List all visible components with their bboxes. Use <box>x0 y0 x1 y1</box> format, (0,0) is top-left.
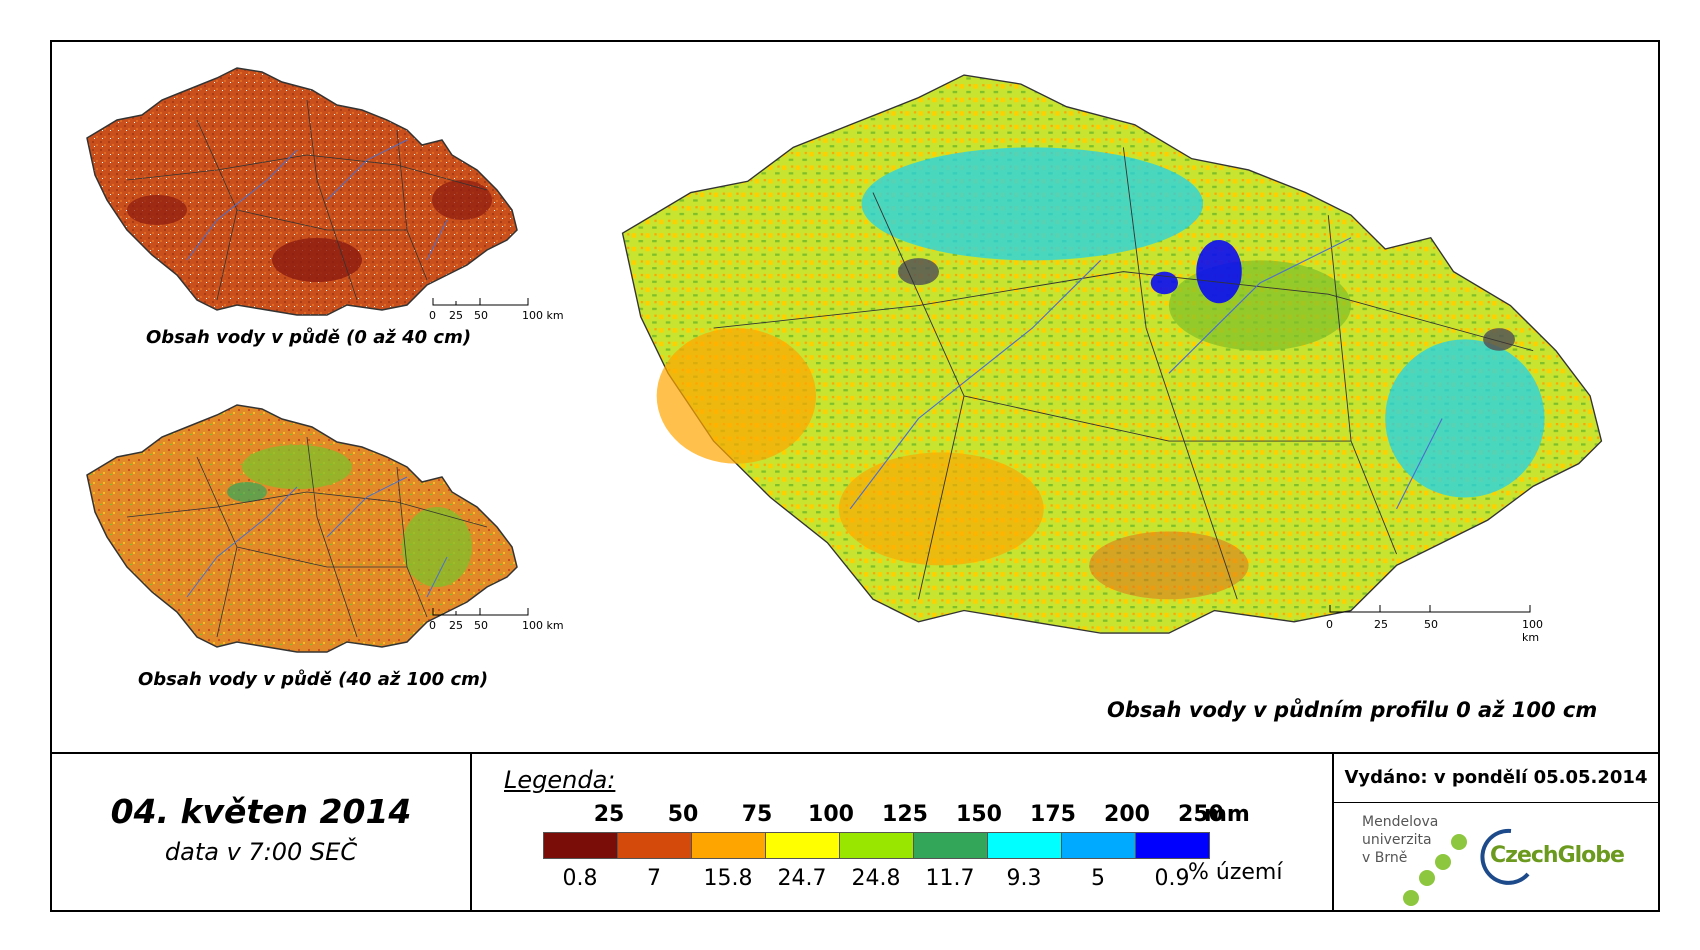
blue-zone <box>1196 240 1242 304</box>
scalebar-topsoil: 0 25 50 100 km <box>429 297 582 327</box>
map-profile-main <box>577 57 1647 667</box>
legend-area-label: 11.7 <box>925 866 975 891</box>
legend-area-label: 9.3 <box>1006 866 1042 891</box>
scalebar-subsoil: 0 25 50 100 km <box>429 607 582 637</box>
legend-swatch <box>913 832 988 859</box>
dry-zone <box>272 238 362 282</box>
scale-label-100: 100 km <box>1522 618 1543 644</box>
legend-panel: Legenda: 25 50 75 100 125 150 175 200 250 0.8 7 15… <box>472 754 1334 912</box>
mendel-logo-line: Mendelova <box>1362 814 1439 830</box>
mendel-logo: Mendelova univerzita v Brně <box>1354 812 1474 908</box>
legend-upper-label: 25 <box>593 802 625 827</box>
orange-zone <box>1089 531 1249 600</box>
legend-area-label: 15.8 <box>703 866 753 891</box>
caption-profile-main: Obsah vody v půdním profilu 0 až 100 cm <box>1107 698 1598 722</box>
wet-zone <box>402 507 472 587</box>
mendel-dots-icon <box>1403 834 1467 906</box>
scalebar-ticks <box>432 298 529 306</box>
map-subsoil-svg <box>86 404 518 653</box>
wet-zone <box>242 445 352 489</box>
scalebar-ticks <box>1329 605 1531 613</box>
legend-area-label: 7 <box>647 866 661 891</box>
scale-label-0: 0 <box>429 619 436 632</box>
legend-swatch <box>1135 832 1210 859</box>
legend-swatch <box>543 832 618 859</box>
region-boundaries <box>126 99 488 301</box>
wet-zone <box>227 482 267 502</box>
country-shape <box>86 404 518 653</box>
publisher-panel: Vydáno: v pondělí 05.05.2014 Mendelova u… <box>1334 754 1658 912</box>
date-title: 04. květen 2014 <box>110 792 412 831</box>
legend-swatch <box>691 832 766 859</box>
legend-title: Legenda: <box>504 766 616 794</box>
date-subtitle: data v 7:00 SEČ <box>164 838 358 866</box>
info-strip: 04. květen 2014 data v 7:00 SEČ Legenda:… <box>52 752 1658 912</box>
czechglobe-text: CzechGlobe <box>1490 843 1625 868</box>
legend-upper-label: 150 <box>956 802 1002 827</box>
legend-unit-pct: % území <box>1188 860 1283 885</box>
legend-upper-label: 175 <box>1030 802 1076 827</box>
legend-upper-label: 50 <box>667 802 699 827</box>
legend-swatch <box>987 832 1062 859</box>
map-profile-svg <box>621 74 1603 634</box>
scale-label-50: 50 <box>474 619 488 632</box>
city-zone <box>898 258 939 286</box>
legend-upper-label: 250 <box>1178 802 1224 827</box>
czechglobe-logo: CzechGlobe <box>1476 826 1646 886</box>
dry-zone <box>432 180 492 220</box>
legend-swatch <box>1061 832 1136 859</box>
scale-label-0: 0 <box>429 309 436 322</box>
green-zone <box>1168 260 1352 351</box>
map-topsoil <box>67 60 537 330</box>
scalebar-ticks <box>432 608 529 616</box>
orange-zone <box>838 452 1044 566</box>
rivers <box>186 139 448 261</box>
rivers <box>186 476 448 598</box>
scale-label-100: 100 km <box>522 619 564 632</box>
legend-area-label: 0.8 <box>562 866 598 891</box>
legend-area-label: 24.7 <box>777 866 827 891</box>
legend-swatch <box>839 832 914 859</box>
mendel-logo-line: univerzita <box>1362 832 1432 848</box>
legend-unit-mm: mm <box>1204 802 1250 827</box>
scale-label-25: 25 <box>1374 618 1388 631</box>
map-sheet-frame: 0 25 50 100 km Obsah vody v půdě (0 až 4… <box>50 40 1660 912</box>
city-zone <box>1483 328 1515 351</box>
map-subsoil <box>67 397 537 667</box>
mendel-logo-line: v Brně <box>1362 850 1408 866</box>
scale-label-50: 50 <box>474 309 488 322</box>
date-panel: 04. květen 2014 data v 7:00 SEČ <box>52 754 472 912</box>
legend-area-label: 0.9 <box>1154 866 1190 891</box>
legend-upper-label: 200 <box>1104 802 1150 827</box>
scale-label-100: 100 km <box>522 309 564 322</box>
rivers <box>849 237 1443 510</box>
legend-upper-label: 100 <box>808 802 854 827</box>
cyan-zone <box>1385 339 1545 498</box>
legend-swatch <box>765 832 840 859</box>
legend-swatch <box>617 832 692 859</box>
country-shape <box>86 67 518 316</box>
scale-label-50: 50 <box>1424 618 1438 631</box>
orange-zone <box>656 328 817 464</box>
map-topsoil-svg <box>86 67 518 316</box>
scalebar-main: 0 25 50 100 km <box>1326 604 1559 644</box>
cyan-zone <box>861 147 1204 261</box>
region-boundaries <box>713 147 1534 600</box>
caption-subsoil: Obsah vody v půdě (40 až 100 cm) <box>138 669 489 690</box>
caption-topsoil: Obsah vody v půdě (0 až 40 cm) <box>146 327 472 348</box>
dry-zone <box>127 195 187 225</box>
region-boundaries <box>126 436 488 638</box>
issued-date: Vydáno: v pondělí 05.05.2014 <box>1334 754 1658 803</box>
legend-area-label: 5 <box>1091 866 1105 891</box>
scale-label-25: 25 <box>449 619 463 632</box>
scale-label-25: 25 <box>449 309 463 322</box>
globe-ring-icon <box>1480 828 1530 885</box>
legend-upper-label: 75 <box>741 802 773 827</box>
scale-label-0: 0 <box>1326 618 1333 631</box>
legend-upper-label: 125 <box>882 802 928 827</box>
legend-area-label: 24.8 <box>851 866 901 891</box>
